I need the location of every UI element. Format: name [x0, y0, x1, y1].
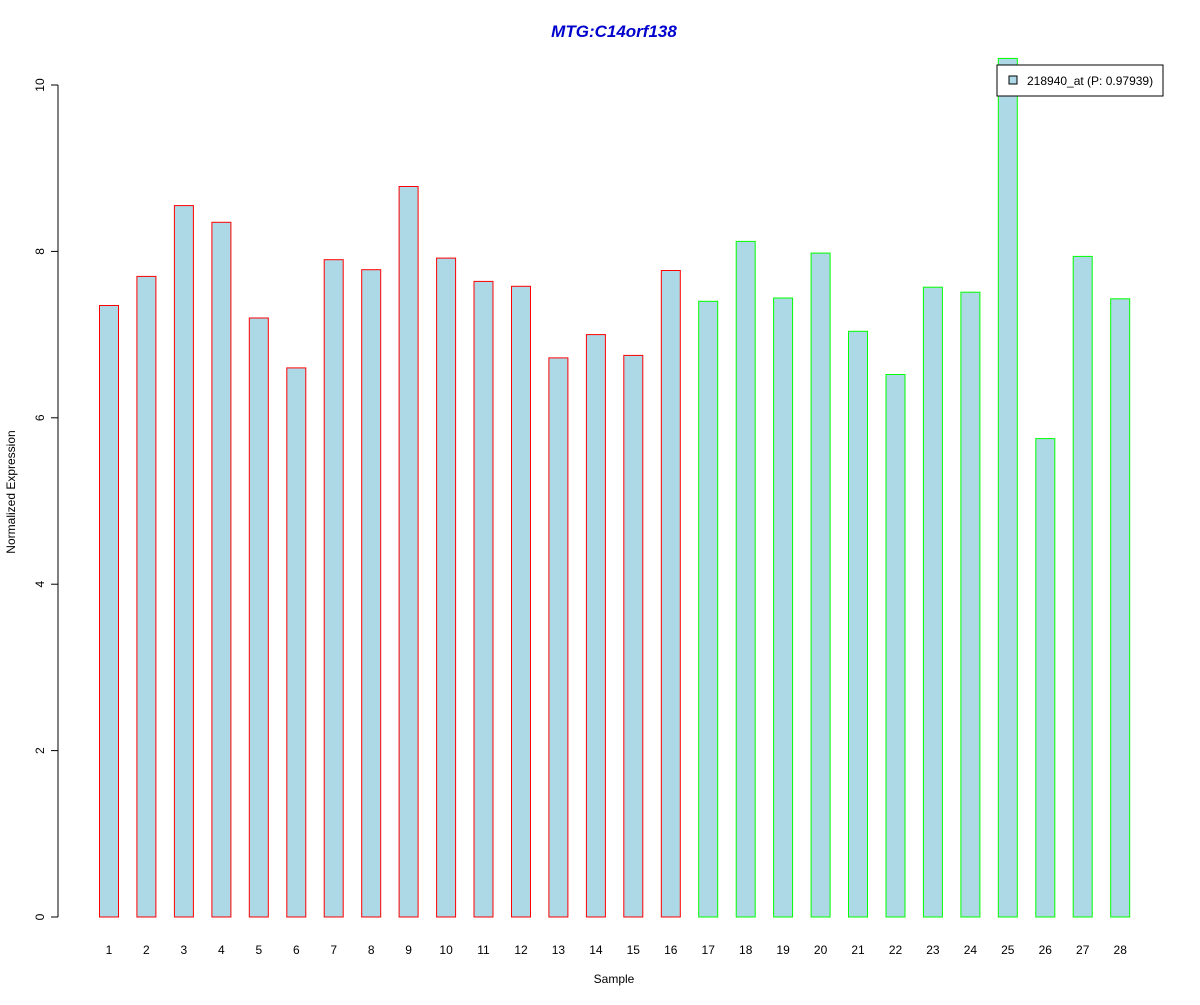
x-tick-label: 22 [889, 943, 903, 957]
x-tick-label: 24 [964, 943, 978, 957]
y-tick-label: 4 [33, 581, 47, 588]
bar [735, 240, 756, 918]
bar [211, 221, 232, 918]
bar-series [99, 57, 1131, 918]
bar [548, 357, 569, 918]
bar [286, 367, 307, 918]
x-tick-label: 12 [514, 943, 528, 957]
y-tick-label: 10 [33, 78, 47, 92]
bar [173, 205, 194, 918]
bar [885, 374, 906, 918]
x-tick-label: 25 [1001, 943, 1015, 957]
x-tick-label: 4 [218, 943, 225, 957]
x-tick-label: 19 [776, 943, 790, 957]
bar [1035, 438, 1056, 918]
bar [99, 305, 119, 918]
y-tick-label: 0 [33, 913, 47, 920]
bar [585, 334, 606, 918]
bar [323, 259, 344, 918]
x-tick-label: 5 [255, 943, 262, 957]
y-tick-label: 6 [33, 414, 47, 421]
chart-title: MTG:C14orf138 [551, 22, 677, 41]
bar [773, 297, 794, 918]
bar [436, 257, 457, 918]
y-axis: 0 2 4 6 8 10 [33, 78, 59, 920]
x-tick-label: 6 [293, 943, 300, 957]
bar [997, 57, 1018, 918]
x-tick-label: 27 [1076, 943, 1090, 957]
x-tick-label: 20 [814, 943, 828, 957]
bar [398, 186, 419, 918]
bar [848, 330, 868, 918]
bar [698, 300, 719, 918]
y-tick-label: 2 [33, 747, 47, 754]
x-tick-label: 17 [702, 943, 716, 957]
bar [248, 317, 269, 918]
bar [810, 252, 831, 918]
x-tick-label: 14 [589, 943, 603, 957]
x-tick-label: 11 [477, 943, 490, 957]
bar [473, 280, 494, 918]
bar [136, 275, 157, 918]
bar [361, 269, 382, 918]
y-axis-label: Normalized Expression [4, 430, 18, 553]
legend-label: 218940_at (P: 0.97939) [1027, 74, 1153, 88]
x-axis-label: Sample [594, 972, 635, 986]
x-tick-label: 26 [1039, 943, 1053, 957]
bar [623, 354, 644, 918]
x-tick-label: 3 [181, 943, 188, 957]
legend-box [996, 64, 1164, 97]
bar [1072, 255, 1093, 918]
x-tick-label: 8 [368, 943, 375, 957]
x-tick-label: 9 [405, 943, 412, 957]
x-tick-label: 21 [851, 943, 865, 957]
legend-swatch [1008, 75, 1018, 85]
legend: 218940_at (P: 0.97939) [996, 64, 1164, 97]
bar [922, 286, 943, 918]
y-tick-label: 8 [33, 248, 47, 255]
x-tick-label: 16 [664, 943, 678, 957]
x-tick-label: 2 [143, 943, 150, 957]
x-tick-label: 18 [739, 943, 753, 957]
x-tick-label: 23 [926, 943, 940, 957]
x-tick-label: 15 [627, 943, 641, 957]
bar [660, 270, 681, 918]
x-tick-labels: 1 2 3 4 5 6 7 8 9 10 11 12 13 14 15 16 17 18 19 20 21 22 23 24 2… [106, 943, 1128, 957]
x-tick-label: 1 [106, 943, 113, 957]
bar [960, 291, 981, 918]
x-tick-label: 13 [552, 943, 566, 957]
x-tick-label: 7 [330, 943, 337, 957]
bar [1110, 298, 1131, 918]
x-tick-label: 10 [439, 943, 453, 957]
bar [511, 285, 531, 918]
x-tick-label: 28 [1114, 943, 1128, 957]
